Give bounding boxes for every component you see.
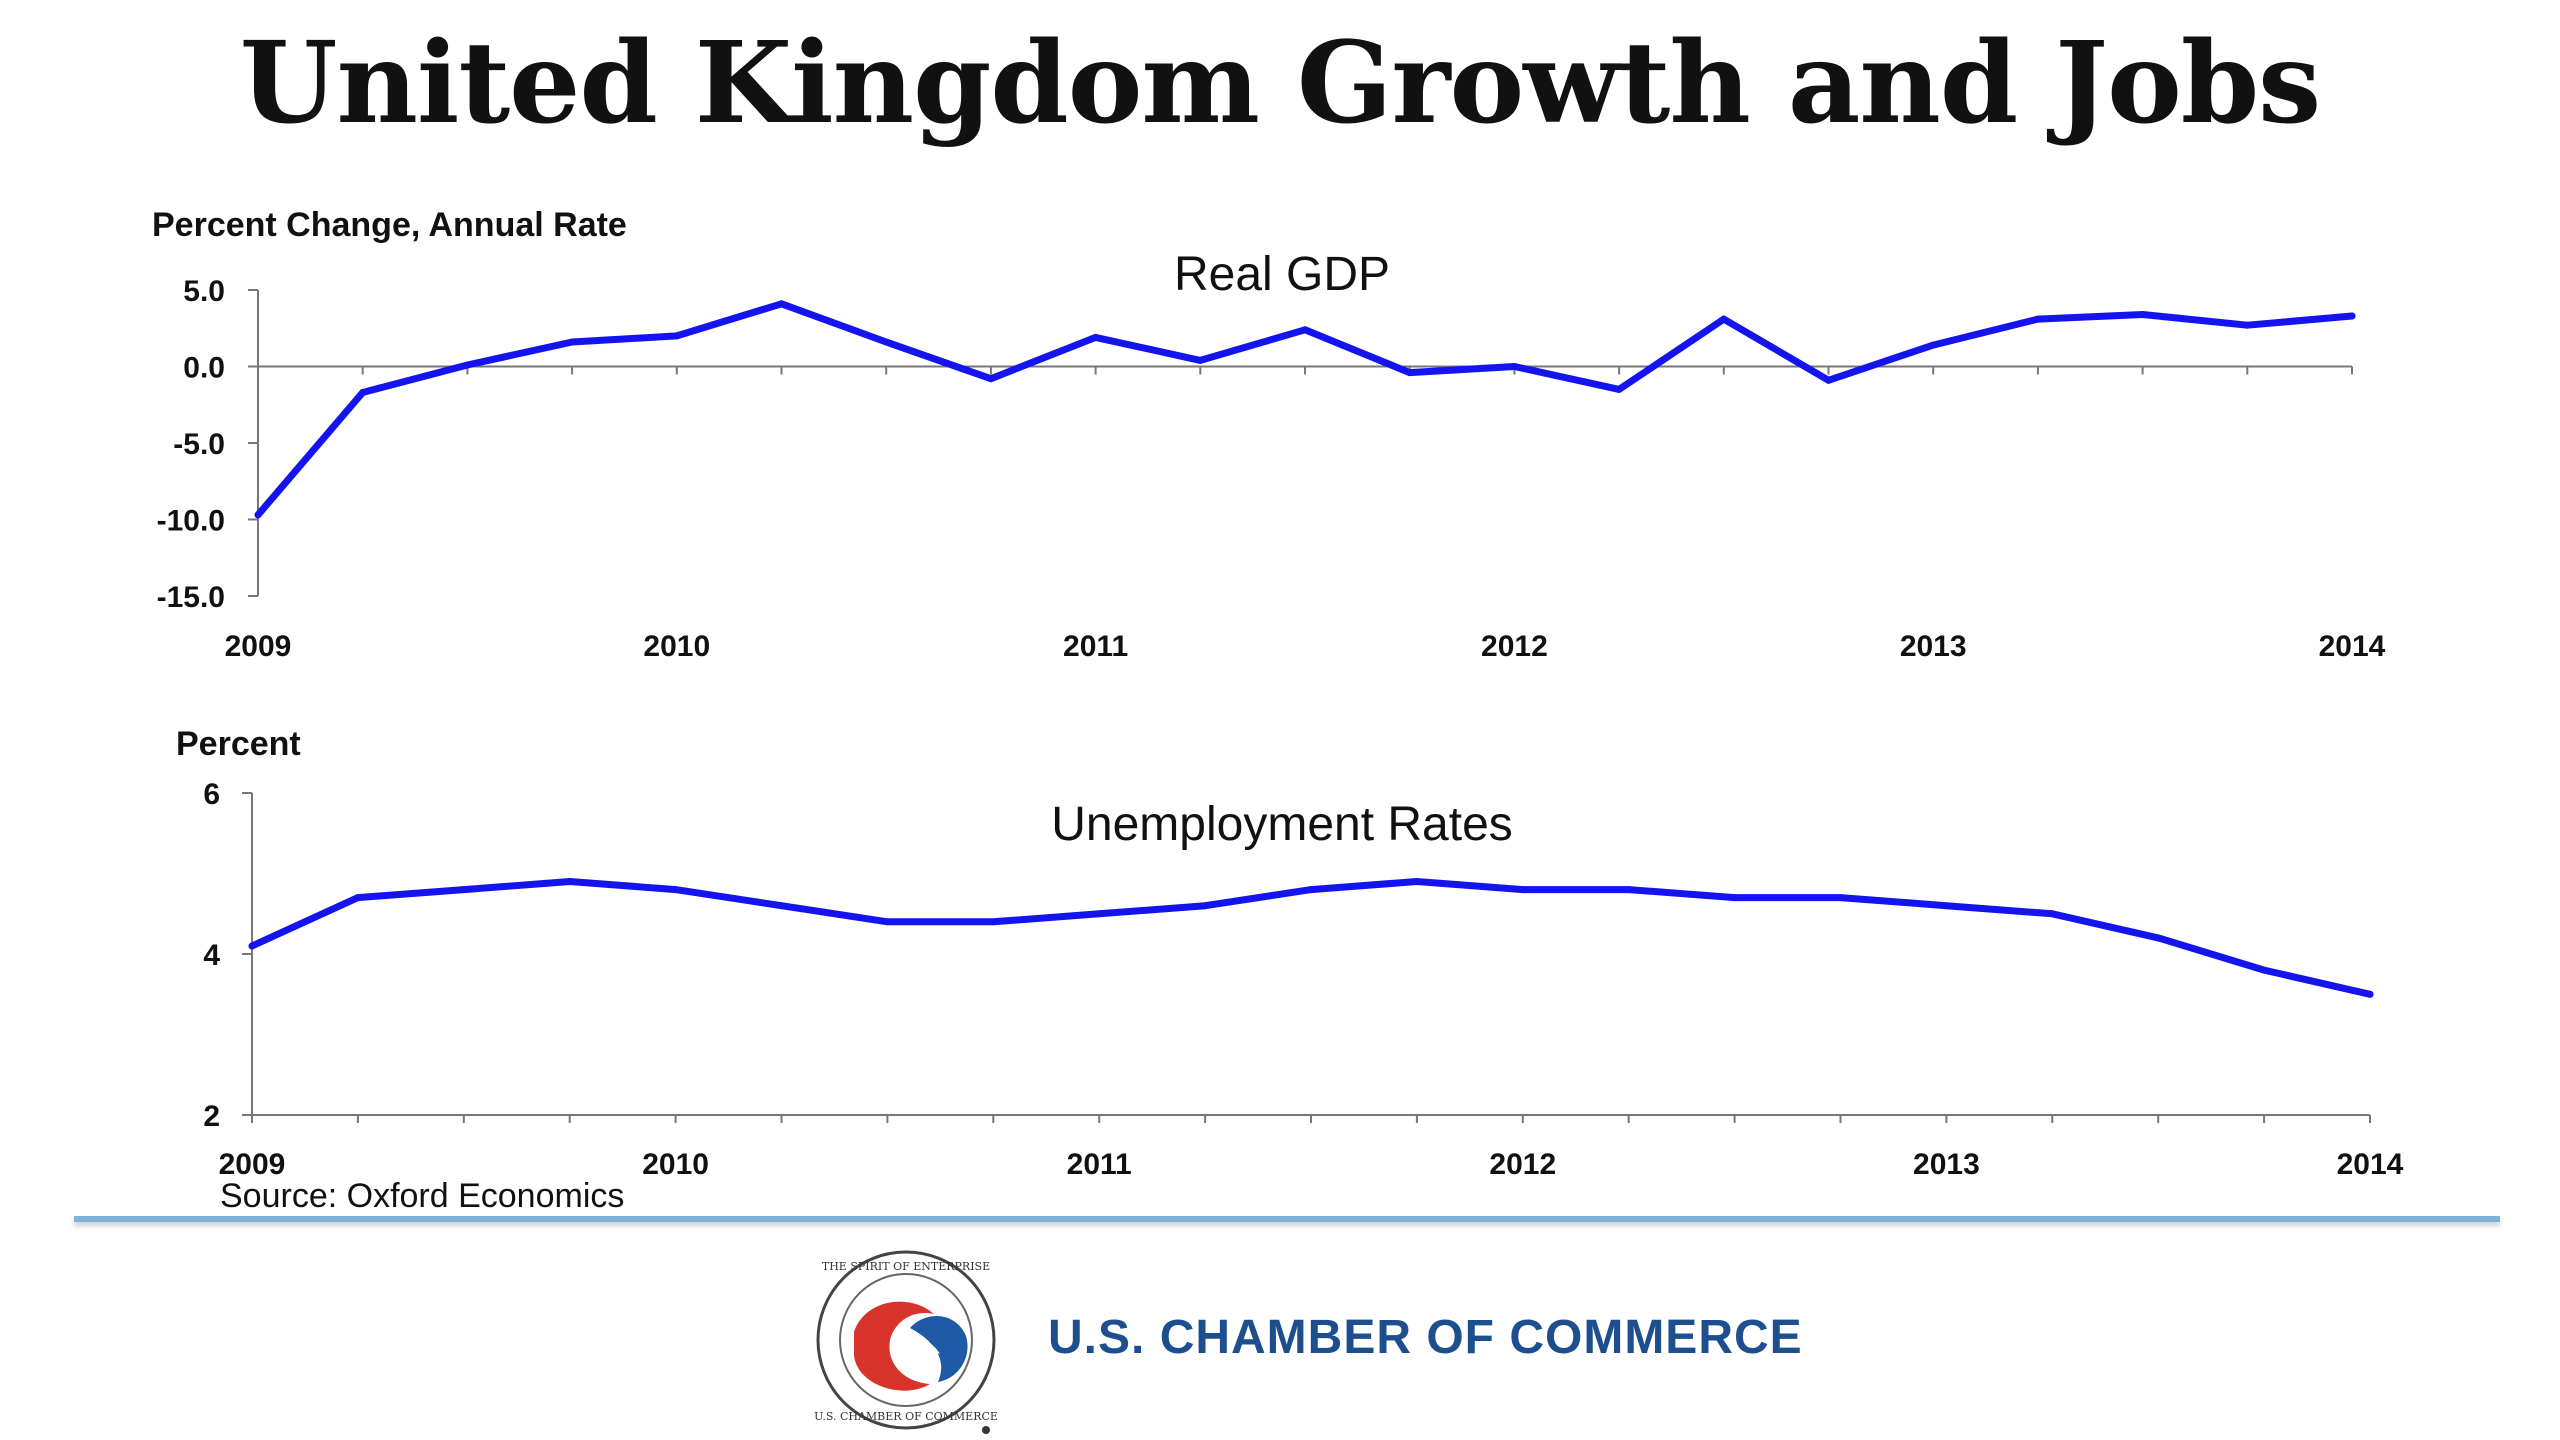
unemployment-x-tick-label: 2014: [2337, 1148, 2404, 1181]
unemployment-chart-title: Unemployment Rates: [1051, 798, 1513, 851]
gdp-x-tick-label: 2010: [643, 630, 710, 663]
svg-text:U.S. CHAMBER OF COMMERCE: U.S. CHAMBER OF COMMERCE: [814, 1410, 998, 1423]
unemployment-data-point: [1731, 894, 1739, 902]
svg-text:THE SPIRIT OF ENTERPRISE: THE SPIRIT OF ENTERPRISE: [822, 1260, 990, 1273]
gdp-data-point: [1196, 356, 1204, 364]
gdp-data-point: [987, 375, 995, 383]
gdp-y-tick-label: -15.0: [157, 581, 225, 614]
unemployment-x-tick-label: 2013: [1913, 1148, 1980, 1181]
gdp-y-axis-title: Percent Change, Annual Rate: [152, 206, 627, 244]
source-note: Source: Oxford Economics: [220, 1177, 624, 1215]
unemployment-data-point: [989, 918, 997, 926]
gdp-data-point: [568, 338, 576, 346]
unemployment-data-point: [1837, 894, 1844, 902]
gdp-data-point: [2034, 315, 2042, 323]
unemployment-data-point: [883, 918, 891, 926]
unemployment-data-point: [354, 894, 362, 902]
gdp-data-point: [1301, 326, 1309, 334]
footer-divider: [74, 1216, 2500, 1222]
gdp-x-tick-label: 2009: [225, 630, 292, 663]
unemployment-chart: Percent Unemployment Rates 6 4 2 2009 2010 2011…: [176, 725, 2404, 1181]
gdp-x-tick-label: 2011: [1063, 630, 1128, 663]
gdp-data-point: [1092, 333, 1100, 341]
unemployment-data-point: [672, 886, 680, 894]
unemployment-data-point: [1519, 886, 1527, 894]
unemployment-data-point: [1413, 878, 1421, 885]
gdp-chart-title: Real GDP: [1174, 248, 1390, 301]
unemployment-data-point: [2366, 990, 2374, 998]
gdp-x-tick-label: 2012: [1481, 630, 1548, 663]
gdp-data-point: [463, 361, 471, 369]
unemployment-y-tick-label: 2: [203, 1100, 220, 1133]
gdp-data-point: [2348, 312, 2356, 320]
unemployment-data-point: [2154, 934, 2162, 942]
gdp-x-tick-label: 2014: [2319, 630, 2386, 663]
gdp-data-point: [1929, 341, 1937, 349]
unemployment-series-line: [248, 878, 2374, 998]
gdp-series-line: [254, 300, 2356, 519]
gdp-data-point: [359, 389, 367, 396]
unemployment-data-point: [460, 886, 468, 894]
gdp-y-tick-label: 5.0: [183, 275, 225, 308]
gdp-data-point: [1406, 369, 1414, 377]
unemployment-data-point: [248, 942, 256, 950]
gdp-data-point: [2243, 321, 2251, 329]
gdp-y-tick-label: 0.0: [183, 352, 225, 385]
gdp-x-tick-label: 2013: [1900, 630, 1967, 663]
gdp-data-point: [1510, 363, 1518, 370]
gdp-y-tick-label: -10.0: [157, 505, 225, 538]
unemployment-data-point: [2048, 910, 2056, 918]
gdp-data-point: [778, 300, 785, 308]
gdp-data-point: [1720, 315, 1728, 323]
gdp-data-point: [1825, 376, 1832, 384]
organization-name: U.S. CHAMBER OF COMMERCE: [1048, 1311, 1803, 1364]
unemployment-data-point: [1095, 910, 1103, 918]
chamber-seal-logo: THE SPIRIT OF ENTERPRISE U.S. CHAMBER OF…: [814, 1250, 998, 1434]
unemployment-data-point: [566, 878, 574, 885]
unemployment-data-point: [1307, 886, 1315, 894]
gdp-data-point: [1615, 385, 1623, 393]
gdp-data-point: [2139, 311, 2147, 318]
unemployment-x-tick-label: 2009: [219, 1148, 286, 1181]
slide-title: United Kingdom Growth and Jobs: [239, 18, 2321, 149]
unemployment-x-tick-label: 2012: [1489, 1148, 1556, 1181]
unemployment-data-point: [2260, 966, 2268, 974]
unemployment-y-tick-label: 4: [203, 939, 220, 972]
gdp-data-point: [673, 332, 681, 340]
unemployment-data-point: [1942, 902, 1950, 910]
unemployment-y-tick-label: 6: [203, 778, 220, 811]
unemployment-data-point: [778, 902, 785, 910]
unemployment-x-tick-label: 2010: [642, 1148, 709, 1181]
gdp-data-point: [254, 511, 262, 519]
gdp-y-tick-label: -5.0: [173, 428, 225, 461]
unemployment-data-point: [1201, 902, 1209, 910]
unemployment-x-tick-label: 2011: [1067, 1148, 1132, 1181]
gdp-chart: Percent Change, Annual Rate Real GDP 5.0 0.…: [152, 206, 2386, 663]
unemployment-y-axis-title: Percent: [176, 725, 301, 763]
gdp-data-point: [882, 338, 890, 346]
unemployment-data-point: [1625, 886, 1633, 894]
